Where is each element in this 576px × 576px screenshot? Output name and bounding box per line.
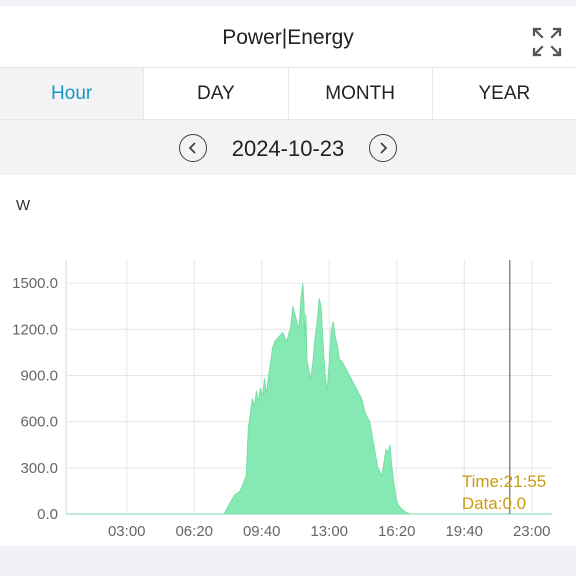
previous-date-button[interactable]	[179, 134, 207, 162]
power-chart[interactable]: 0.0 300.0 600.0 900.0 1200.0 1500.0 03:00 06:2…	[0, 240, 576, 546]
tab-month[interactable]: MONTH	[287, 68, 432, 119]
tab-day[interactable]: DAY	[143, 68, 288, 119]
x-tick-label: 19:40	[445, 523, 483, 540]
chevron-right-icon	[380, 142, 388, 154]
tab-hour[interactable]: Hour	[0, 68, 144, 119]
x-tick-label: 16:20	[378, 523, 416, 540]
x-tick-label: 13:00	[310, 523, 348, 540]
y-tick-label: 900.0	[20, 367, 58, 384]
x-tick-label: 09:40	[243, 523, 281, 540]
top-strip	[0, 0, 576, 6]
x-tick-label: 23:00	[513, 523, 551, 540]
x-tick-label: 03:00	[108, 523, 146, 540]
tooltip-data: Data:0.0	[462, 494, 526, 513]
y-tick-label: 600.0	[20, 414, 58, 431]
tab-year[interactable]: YEAR	[431, 68, 576, 119]
date-navigator	[0, 120, 576, 175]
current-date[interactable]: 2024-10-23	[231, 136, 345, 161]
y-tick-label: 300.0	[20, 460, 58, 477]
period-tabs: Hour DAY MONTH YEAR	[0, 67, 576, 120]
header: Power|Energy	[0, 6, 576, 67]
y-tick-label: 1500.0	[12, 275, 58, 292]
page-title: Power|Energy	[222, 26, 354, 49]
next-date-button[interactable]	[369, 134, 397, 162]
y-tick-label: 0.0	[37, 506, 58, 523]
y-axis-unit: W	[16, 197, 31, 214]
expand-icon[interactable]	[531, 26, 563, 58]
bottom-strip	[0, 546, 576, 576]
chevron-left-icon	[188, 142, 196, 154]
y-tick-label: 1200.0	[12, 321, 58, 338]
tooltip-time: Time:21:55	[462, 472, 546, 491]
x-tick-label: 06:20	[175, 523, 213, 540]
power-area-series	[66, 283, 552, 515]
